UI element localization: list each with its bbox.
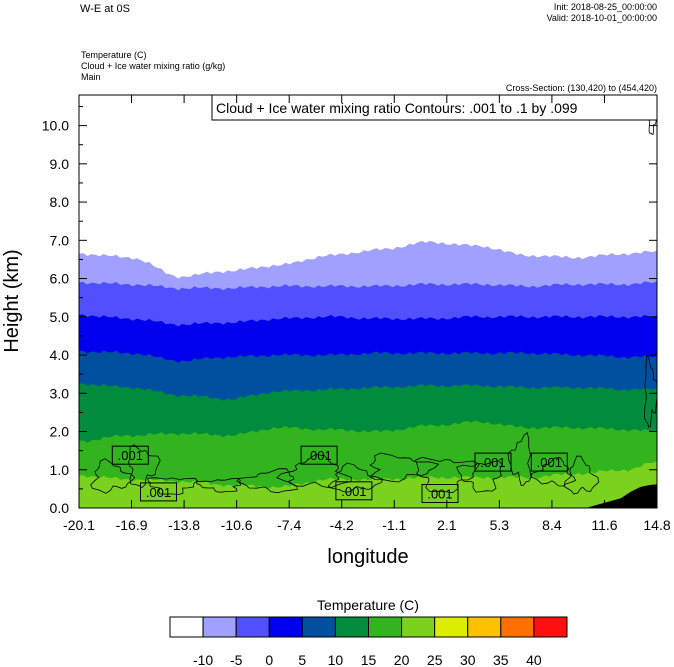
colorbar-label: 0 — [265, 652, 273, 667]
contour-label: .001 — [341, 484, 366, 499]
contour-info-frame — [211, 94, 658, 121]
y-tick-label: 10.0 — [42, 118, 69, 134]
colorbar-label: 25 — [427, 652, 443, 667]
contour-label: .001 — [306, 448, 331, 463]
contour-label-box — [140, 482, 177, 502]
colorbar-swatch — [368, 616, 403, 638]
colorbar: -10 -5 0 5 10 15 20 25 30 35 40 — [169, 616, 568, 667]
colorbar-label: 5 — [298, 652, 306, 667]
x-tick-label: -20.1 — [63, 517, 95, 533]
field-label-temperature: Temperature (C) — [81, 50, 147, 60]
y-tick-label: 6.0 — [50, 271, 70, 287]
colorbar-swatch — [169, 616, 204, 638]
colorbar-label: 10 — [328, 652, 344, 667]
x-tick-label: 5.3 — [490, 517, 510, 533]
x-tick-label: -4.2 — [330, 517, 354, 533]
plot-area: .001 .001 .001 .001 .001 .001 .001 — [78, 94, 658, 509]
contour-label-box — [474, 452, 512, 472]
y-tick-label: 9.0 — [50, 156, 70, 172]
y-axis-label: Height (km) — [1, 249, 23, 352]
contour-label-box — [300, 445, 338, 465]
cloud-contour — [276, 454, 353, 489]
y-tick-label: 4.0 — [50, 347, 70, 363]
contour-label-box — [335, 481, 373, 501]
cloud-contour — [369, 452, 440, 483]
y-axis: 0.0 1.0 2.0 3.0 4.0 5.0 6.0 7.0 8.0 9.0 10.0 — [42, 105, 657, 516]
x-tick-label: -1.1 — [382, 517, 406, 533]
colorbar-swatch — [401, 616, 436, 638]
x-tick-label: -16.9 — [116, 517, 148, 533]
x-tick-label: 8.4 — [542, 517, 562, 533]
cloud-contour — [196, 478, 242, 493]
x-axis-label: longitude — [327, 546, 408, 568]
valid-time: Valid: 2018-10-01_00:00:00 — [547, 13, 657, 23]
contour-info-text: Cloud + Ice water mixing ratio Contours:… — [216, 100, 578, 116]
colorbar-swatch — [235, 616, 270, 638]
colorbar-label: 35 — [493, 652, 509, 667]
x-axis: -20.1 -16.9 -13.8 -10.6 -7.4 -4.2 -1.1 2.1 5.3 8.… — [63, 95, 671, 533]
cloud-contour — [128, 444, 161, 489]
contour-label: .001 — [427, 487, 452, 502]
colorbar-swatch — [301, 616, 336, 638]
x-tick-label: -7.4 — [277, 517, 301, 533]
cloud-contour — [327, 462, 384, 493]
colorbar-swatch — [467, 616, 502, 638]
terrain-fill — [585, 484, 657, 508]
y-tick-label: 7.0 — [50, 232, 70, 248]
cloud-contour — [643, 354, 657, 428]
init-time: Init: 2018-08-25_00:00:00 — [554, 2, 657, 12]
field-label-cloud-ice: Cloud + Ice water mixing ratio (g/kg) — [81, 61, 225, 71]
contour-label: .001 — [537, 455, 562, 470]
cloud-contour — [456, 460, 503, 493]
temperature-bands — [79, 95, 657, 508]
y-tick-label: 8.0 — [50, 194, 70, 210]
x-tick-label: -10.6 — [221, 517, 253, 533]
y-tick-label: 1.0 — [50, 462, 70, 478]
x-tick-label: 14.8 — [643, 517, 670, 533]
terrain — [585, 484, 657, 508]
contour-label: .001 — [146, 485, 171, 500]
x-tick-label: 11.6 — [591, 517, 617, 533]
contour-label-box — [111, 445, 149, 465]
y-tick-label: 2.0 — [50, 424, 70, 440]
contour-label: .001 — [118, 448, 143, 463]
cloud-contour — [563, 455, 600, 495]
contour-info-box: Cloud + Ice water mixing ratio Contours:… — [211, 94, 658, 121]
contour-label-box — [421, 484, 459, 503]
x-tick-label: 2.1 — [437, 517, 457, 533]
colorbar-swatch — [202, 616, 237, 638]
colorbar-label: 15 — [361, 652, 377, 667]
x-tick-label: -13.8 — [168, 517, 200, 533]
colorbar-swatch — [434, 616, 469, 638]
field-label-main: Main — [81, 72, 101, 82]
y-tick-label: 3.0 — [50, 385, 70, 401]
colorbar-label: 40 — [526, 652, 542, 667]
colorbar-swatch — [268, 616, 303, 638]
y-tick-label: 0.0 — [50, 500, 70, 516]
y-tick-label: 5.0 — [50, 309, 70, 325]
temperature-band-25 — [79, 460, 657, 508]
cloud-contour — [507, 431, 532, 486]
plot-title: W-E at 0S — [80, 3, 130, 15]
colorbar-swatch — [500, 616, 535, 638]
colorbar-title: Temperature (C) — [317, 597, 419, 613]
cross-section-label: Cross-Section: (130,420) to (454,420) — [506, 83, 657, 93]
colorbar-label: -10 — [193, 652, 213, 667]
contour-label: .001 — [480, 455, 505, 470]
cloud-contour — [90, 458, 136, 494]
colorbar-label: -5 — [230, 652, 243, 667]
contour-label-box — [530, 452, 568, 472]
contour-labels: .001 .001 .001 .001 .001 .001 .001 — [111, 445, 568, 503]
colorbar-swatch — [533, 616, 568, 638]
colorbar-swatch — [334, 616, 370, 638]
cloud-contour — [147, 477, 198, 495]
cloud-contour — [236, 468, 298, 494]
colorbar-label: 20 — [394, 652, 410, 667]
colorbar-label: 30 — [460, 652, 476, 667]
